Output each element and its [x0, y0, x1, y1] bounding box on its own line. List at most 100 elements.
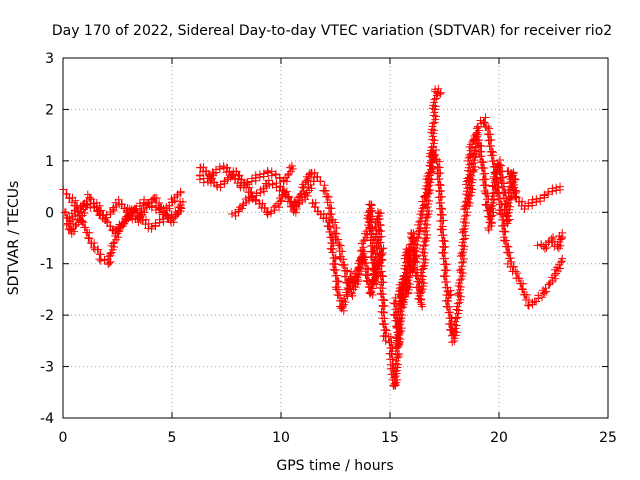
data-point	[117, 200, 126, 209]
data-point	[320, 187, 329, 196]
data-point	[381, 336, 390, 345]
data-point	[399, 282, 408, 291]
data-point	[380, 296, 389, 305]
data-point	[522, 290, 531, 299]
data-point	[524, 301, 533, 310]
data-point	[330, 266, 339, 275]
data-point	[497, 210, 506, 219]
data-point	[440, 237, 449, 246]
data-point	[95, 201, 104, 210]
data-point	[90, 202, 99, 211]
data-point	[96, 250, 105, 259]
data-point	[156, 203, 165, 212]
y-tick-label: -1	[40, 257, 54, 273]
data-point	[473, 132, 482, 141]
data-point	[108, 205, 117, 214]
data-point	[386, 332, 395, 341]
data-point	[377, 244, 386, 253]
data-point	[324, 222, 333, 231]
data-point	[68, 215, 77, 224]
data-point	[556, 182, 565, 191]
data-point	[98, 211, 107, 220]
data-point	[391, 305, 400, 314]
data-point	[380, 314, 389, 323]
data-point	[514, 274, 523, 283]
data-point	[135, 199, 144, 208]
data-point	[487, 219, 496, 228]
data-point	[247, 174, 256, 183]
data-point	[444, 291, 453, 300]
data-point	[398, 311, 407, 320]
data-point	[511, 193, 520, 202]
data-point	[418, 211, 427, 220]
data-point	[80, 223, 89, 232]
series-track-e	[196, 163, 318, 213]
y-axis-label: SDTVAR / TECUs	[6, 181, 22, 296]
data-point	[550, 271, 559, 280]
data-point	[377, 278, 386, 287]
data-point	[484, 136, 493, 145]
data-point	[430, 126, 439, 135]
data-point	[423, 220, 432, 229]
data-point	[439, 254, 448, 263]
data-point	[556, 264, 564, 273]
data-point	[461, 218, 470, 227]
data-point	[434, 163, 443, 172]
data-point	[155, 198, 164, 207]
data-point	[377, 290, 386, 299]
data-point	[460, 242, 469, 251]
data-point	[332, 235, 341, 244]
data-point	[379, 308, 388, 317]
data-point	[438, 249, 447, 258]
data-point	[536, 194, 545, 203]
data-point	[415, 224, 424, 233]
y-tick-label: -4	[40, 411, 54, 427]
data-point	[558, 228, 567, 237]
x-tick-label: 5	[168, 430, 177, 446]
data-point	[500, 236, 509, 245]
data-point	[435, 187, 444, 196]
data-point	[507, 257, 516, 266]
data-point	[204, 170, 213, 179]
data-point	[62, 220, 71, 229]
data-point	[96, 256, 105, 265]
data-point	[482, 181, 491, 190]
data-point	[528, 195, 537, 204]
data-point	[378, 248, 387, 257]
data-point	[366, 236, 375, 245]
series-track-c	[62, 193, 185, 229]
data-point	[426, 158, 435, 167]
data-point	[114, 227, 123, 236]
chart-title: Day 170 of 2022, Sidereal Day-to-day VTE…	[52, 23, 612, 39]
data-point	[195, 175, 204, 184]
data-point	[260, 187, 269, 196]
data-point	[155, 215, 164, 224]
data-point	[482, 189, 491, 198]
data-point	[375, 227, 384, 236]
data-point	[304, 174, 313, 183]
data-point	[341, 298, 350, 307]
data-point	[328, 248, 337, 257]
data-point	[465, 199, 474, 208]
data-point	[59, 185, 68, 194]
data-point	[551, 274, 560, 283]
data-point	[347, 267, 356, 276]
data-point	[378, 272, 387, 281]
data-point	[82, 200, 91, 209]
data-point	[90, 239, 99, 248]
data-point	[541, 284, 550, 293]
data-point	[405, 280, 414, 289]
data-point	[494, 195, 503, 204]
y-tick-label: 2	[45, 102, 54, 118]
data-point	[479, 169, 488, 178]
data-point	[413, 241, 422, 250]
data-point	[443, 303, 452, 312]
data-point	[433, 169, 442, 178]
data-point	[397, 286, 406, 295]
data-point	[557, 258, 566, 267]
data-point	[366, 206, 375, 215]
data-point	[89, 243, 98, 252]
data-point	[510, 189, 519, 198]
data-point	[428, 162, 437, 171]
data-point	[437, 231, 446, 240]
